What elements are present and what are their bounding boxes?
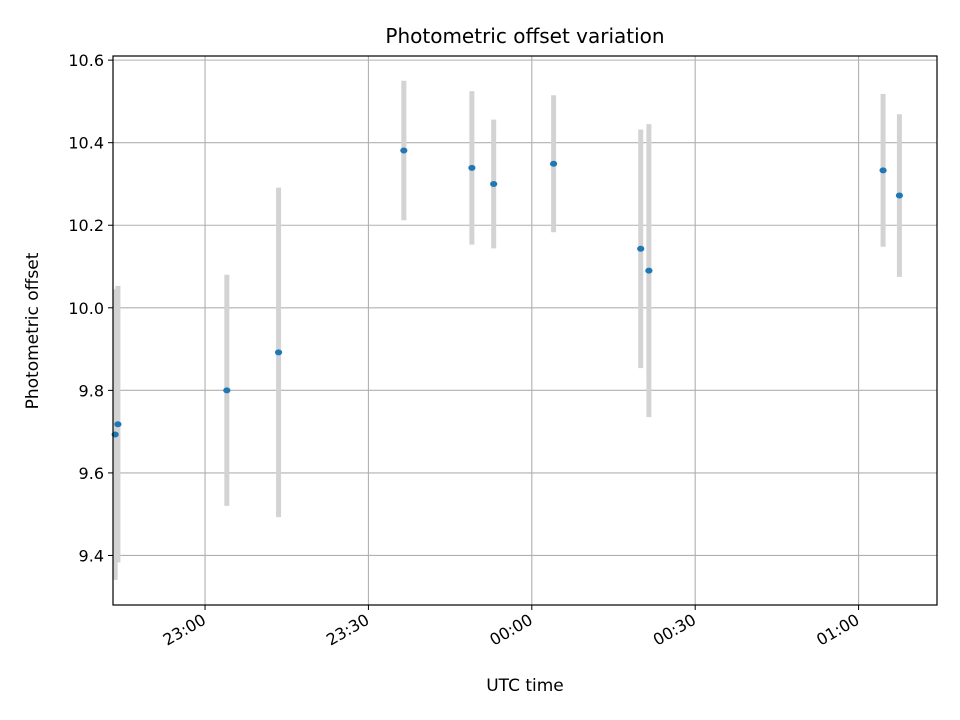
data-point [274,349,283,356]
data-point [490,180,498,187]
grid [113,56,937,605]
data-point [114,421,122,428]
y-tick-label: 9.6 [79,464,104,483]
y-axis-ticks: 9.4 9.6 9.8 10.0 10.2 10.4 10.6 [68,51,113,565]
data-point [895,192,904,199]
data-point [879,167,887,174]
y-tick-label: 9.8 [79,381,104,400]
x-axis-label: UTC time [486,676,564,696]
y-tick-label: 9.4 [79,546,104,565]
y-tick-label: 10.0 [68,299,104,318]
chart-title: Photometric offset variation [385,24,664,48]
y-tick-label: 10.6 [68,51,104,70]
data-point [645,267,653,274]
data-point [549,160,558,167]
y-tick-label: 10.2 [68,216,104,235]
data-point [223,387,231,394]
data-point [637,245,645,252]
data-point [468,164,476,171]
y-tick-label: 10.4 [68,134,104,153]
plot-frame [112,55,938,606]
data-point [400,147,408,154]
y-axis-label: Photometric offset [23,252,43,409]
